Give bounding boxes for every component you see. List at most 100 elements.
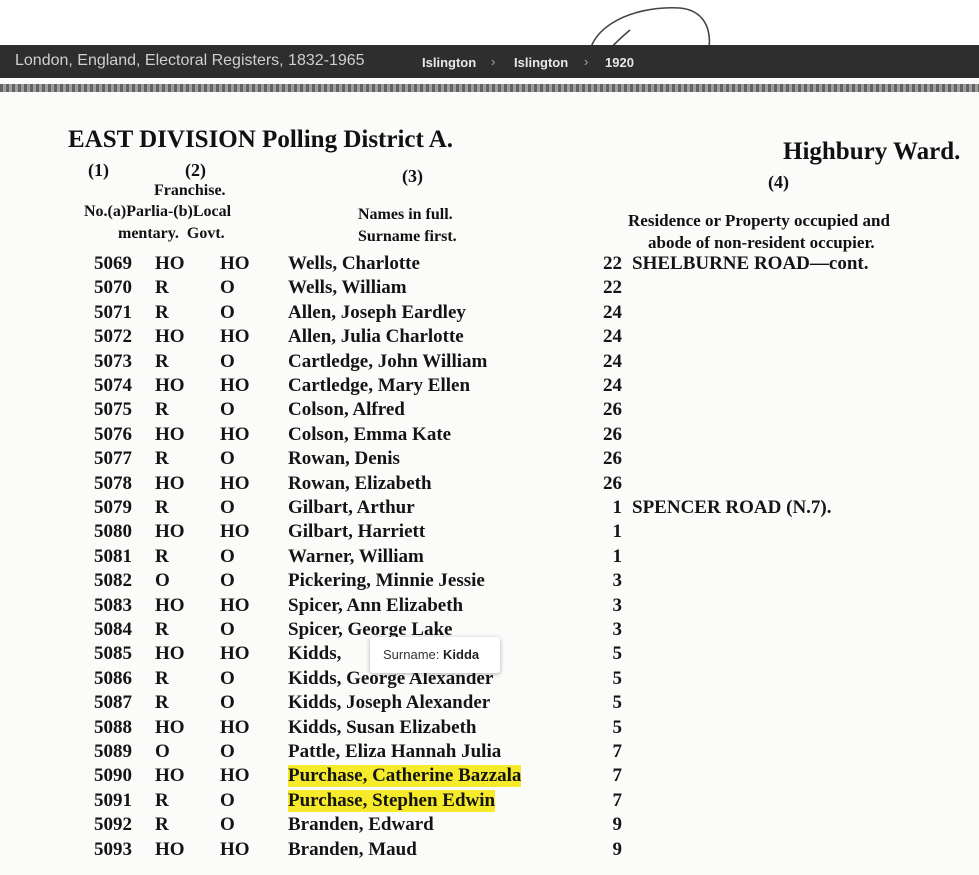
elector-number: 5075	[94, 399, 132, 421]
local-franchise: O	[220, 497, 235, 518]
local-franchise: O	[220, 570, 235, 592]
elector-name[interactable]: Pattle, Eliza Hannah Julia	[288, 741, 502, 762]
elector-name[interactable]: Rowan, Denis	[288, 448, 400, 470]
elector-name[interactable]: Branden, Edward	[288, 814, 434, 836]
register-row: 5084 R O Spicer, George Lake 3	[0, 619, 979, 643]
tooltip-value: Kidda	[443, 647, 480, 662]
local-franchise: HO	[220, 643, 250, 665]
elector-number: 5074	[94, 375, 132, 396]
parliamentary-franchise: HO	[155, 716, 185, 738]
elector-name[interactable]: Kidds, George Alexander	[288, 667, 494, 689]
house-number: 7	[612, 765, 623, 787]
parliamentary-franchise: O	[155, 570, 170, 592]
parliamentary-franchise: HO	[155, 253, 185, 274]
scanned-page	[0, 78, 979, 875]
elector-name[interactable]: Spicer, Ann Elizabeth	[288, 594, 464, 616]
elector-name[interactable]: Kidds,	[288, 643, 342, 665]
column-header: mentary. Govt.	[118, 225, 225, 242]
elector-name[interactable]: Cartledge, John William	[288, 350, 488, 372]
register-row: 5074 HO HO Cartledge, Mary Ellen 24	[0, 375, 979, 399]
column-number: (1)	[88, 160, 109, 180]
local-franchise: O	[220, 741, 235, 762]
elector-number: 5093	[94, 838, 132, 860]
parliamentary-franchise: R	[155, 692, 169, 714]
elector-name[interactable]: Colson, Emma Kate	[288, 423, 452, 445]
house-number: 5	[612, 716, 623, 738]
elector-name[interactable]: Allen, Joseph Eardley	[288, 301, 466, 323]
local-franchise: O	[220, 350, 235, 372]
elector-name[interactable]: Gilbart, Harriett	[288, 521, 426, 543]
elector-name[interactable]: Wells, William	[288, 277, 407, 299]
elector-name[interactable]: Allen, Julia Charlotte	[288, 326, 464, 348]
local-franchise: O	[220, 814, 235, 836]
register-row: 5080 HO HO Gilbart, Harriett 1	[0, 521, 979, 545]
parliamentary-franchise: HO	[155, 838, 185, 860]
house-number: 9	[612, 838, 623, 860]
parliamentary-franchise: HO	[155, 643, 185, 665]
division-heading: EAST DIVISION Polling District A.	[68, 126, 454, 153]
elector-name[interactable]: Purchase, Stephen Edwin	[288, 789, 496, 812]
elector-number: 5070	[94, 277, 132, 299]
elector-number: 5079	[94, 497, 132, 518]
elector-name[interactable]: Gilbart, Arthur	[288, 497, 415, 518]
elector-number: 5076	[94, 423, 132, 445]
parliamentary-franchise: R	[155, 619, 169, 640]
elector-name[interactable]: Spicer, George Lake	[288, 619, 453, 640]
register-row: 5088 HO HO Kidds, Susan Elizabeth 5	[0, 717, 979, 741]
house-number: 24	[603, 375, 622, 396]
elector-number: 5069	[94, 253, 132, 274]
elector-name[interactable]: Purchase, Catherine Bazzala	[288, 765, 522, 788]
house-number: 5	[612, 643, 623, 665]
parliamentary-franchise: HO	[155, 521, 185, 543]
elector-name[interactable]: Pickering, Minnie Jessie	[288, 570, 485, 592]
elector-name[interactable]: Rowan, Elizabeth	[288, 472, 432, 494]
register-row: 5086 R O Kidds, George Alexander 5	[0, 668, 979, 692]
house-number: 26	[603, 448, 622, 470]
local-franchise: O	[220, 667, 235, 689]
elector-name[interactable]: Kidds, Joseph Alexander	[288, 692, 491, 714]
street-name: SHELBURNE ROAD—cont.	[632, 253, 869, 274]
local-franchise: O	[220, 399, 235, 421]
collection-title[interactable]: London, England, Electoral Registers, 18…	[15, 52, 365, 69]
register-row: 5089 O O Pattle, Eliza Hannah Julia 7	[0, 741, 979, 765]
house-number: 26	[603, 423, 622, 445]
parliamentary-franchise: HO	[155, 594, 185, 616]
column-header: No.(a)Parlia-(b)Local	[84, 203, 232, 220]
elector-number: 5087	[94, 692, 132, 714]
parliamentary-franchise: HO	[155, 326, 185, 348]
local-franchise: O	[220, 301, 235, 323]
house-number: 7	[612, 789, 623, 811]
elector-number: 5092	[94, 814, 132, 836]
elector-number: 5091	[94, 789, 132, 811]
register-row: 5082 O O Pickering, Minnie Jessie 3	[0, 570, 979, 594]
local-franchise: HO	[220, 253, 250, 274]
elector-name[interactable]: Kidds, Susan Elizabeth	[288, 716, 477, 738]
scan-edge	[0, 84, 979, 92]
breadcrumb[interactable]: 1920	[605, 55, 634, 70]
elector-name[interactable]: Colson, Alfred	[288, 399, 405, 421]
ward-heading: Highbury Ward.	[783, 138, 961, 165]
local-franchise: O	[220, 619, 235, 640]
elector-number: 5081	[94, 545, 132, 567]
house-number: 1	[612, 497, 623, 518]
breadcrumb[interactable]: Islington	[422, 55, 477, 70]
register-row: 5071 R O Allen, Joseph Eardley 24	[0, 302, 979, 326]
local-franchise: HO	[220, 838, 250, 860]
parliamentary-franchise: R	[155, 814, 169, 836]
register-row: 5091 R O Purchase, Stephen Edwin 7	[0, 789, 979, 814]
elector-name[interactable]: Warner, William	[288, 545, 424, 567]
elector-name[interactable]: Cartledge, Mary Ellen	[288, 375, 471, 396]
tooltip-label: Surname:	[383, 647, 440, 662]
register-row: 5075 R O Colson, Alfred 26	[0, 399, 979, 423]
register-row: 5078 HO HO Rowan, Elizabeth 26	[0, 473, 979, 497]
elector-number: 5073	[94, 350, 132, 372]
parliamentary-franchise: R	[155, 301, 169, 323]
breadcrumb[interactable]: Islington	[514, 55, 569, 70]
elector-name[interactable]: Wells, Charlotte	[288, 253, 420, 274]
breadcrumb-separator: ›	[584, 54, 589, 69]
elector-name[interactable]: Branden, Maud	[288, 838, 417, 860]
register-row: 5090 HO HO Purchase, Catherine Bazzala 7	[0, 765, 979, 789]
parliamentary-franchise: R	[155, 667, 169, 689]
breadcrumb-separator: ›	[491, 54, 496, 69]
